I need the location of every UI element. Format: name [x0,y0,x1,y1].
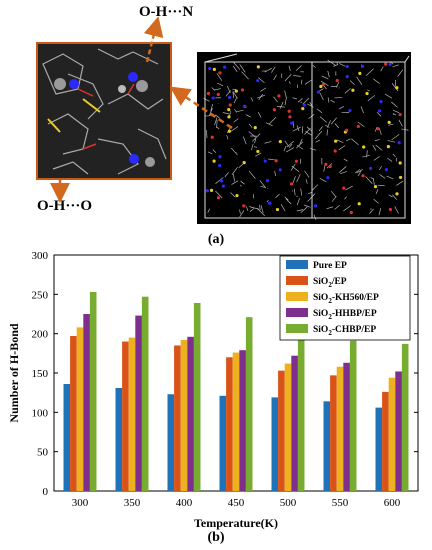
hbond-label-oh-o: O-H···O [37,198,93,214]
bar-sio2-chbp-ep [89,291,97,491]
bar-pure-ep [115,387,123,491]
bar-pure-ep [375,407,383,491]
y-tick-label: 150 [32,368,49,380]
bar-sio2-hhbp-ep [135,315,142,491]
bar-sio2-ep [278,370,285,491]
bar-pure-ep [271,397,279,491]
legend-label: SiO2-CHBP/EP [313,325,376,337]
simulation-box-render [197,52,411,224]
bar-sio2-hhbp-ep [83,314,90,491]
bar-sio2-hhbp-ep [187,336,194,491]
bar-sio2-chbp-ep [245,317,253,491]
x-axis-label: Temperature(K) [194,516,278,530]
bar-sio2-chbp-ep [401,343,409,491]
bar-sio2-chbp-ep [141,296,149,491]
bar-sio2-chbp-ep [349,340,357,491]
y-tick-label: 250 [32,289,49,301]
bar-sio2-kh560-ep [128,337,136,491]
bar-sio2-ep [382,391,389,491]
x-tick-label: 550 [332,497,349,509]
bar-sio2-ep [70,336,77,491]
y-tick-label: 0 [43,486,49,498]
x-tick-label: 450 [228,497,245,509]
bar-sio2-hhbp-ep [239,350,246,491]
bar-pure-ep [219,395,227,491]
bar-sio2-chbp-ep [297,326,305,491]
legend-swatch [286,276,308,285]
bar-sio2-chbp-ep [193,302,201,491]
x-tick-label: 300 [72,497,89,509]
legend-swatch [286,260,308,269]
bar-pure-ep [63,384,71,491]
bar-sio2-kh560-ep [388,377,396,491]
bar-pure-ep [167,394,175,491]
panel-label-a: (a) [207,232,225,247]
legend-swatch [286,324,308,333]
y-tick-label: 50 [37,447,49,459]
bar-sio2-hhbp-ep [395,371,402,491]
hbond-label-oh-n: O-H···N [139,4,194,20]
bar-sio2-ep [174,345,181,491]
bar-sio2-hhbp-ep [343,362,350,491]
legend-label: SiO2/EP [313,277,347,289]
bar-sio2-ep [330,375,337,491]
bar-sio2-kh560-ep [180,339,188,491]
y-tick-label: 100 [32,407,49,419]
hbond-bar-chart: 0 50 100 150 200 250 300 300 350 400 450 500 550 600 T… [7,250,419,530]
simulation-box-image [197,52,411,224]
x-tick-label: 350 [124,497,141,509]
x-tick-label: 500 [280,497,297,509]
x-tick-label: 600 [384,497,401,509]
bar-sio2-kh560-ep [284,363,292,491]
legend-label: Pure EP [313,261,347,271]
bar-sio2-ep [226,357,233,491]
bar-sio2-kh560-ep [76,327,84,491]
legend-swatch [286,308,308,317]
legend-label: SiO2-KH560/EP [313,293,379,305]
x-tick-label: 400 [176,497,193,509]
bar-pure-ep [323,401,331,491]
bar-sio2-hhbp-ep [291,355,298,491]
y-tick-label: 200 [32,329,49,341]
legend-label: SiO2-HHBP/EP [313,309,377,321]
bar-sio2-kh560-ep [232,352,240,491]
panel-label-b: (b) [207,530,225,545]
bar-sio2-ep [122,341,129,491]
zoom-inset-image [36,42,172,180]
y-axis-label: Number of H-Bond [7,323,21,422]
y-tick-label: 300 [32,250,49,262]
bar-sio2-kh560-ep [336,366,344,491]
legend-swatch [286,292,308,301]
inset-molecule-render [38,44,170,178]
